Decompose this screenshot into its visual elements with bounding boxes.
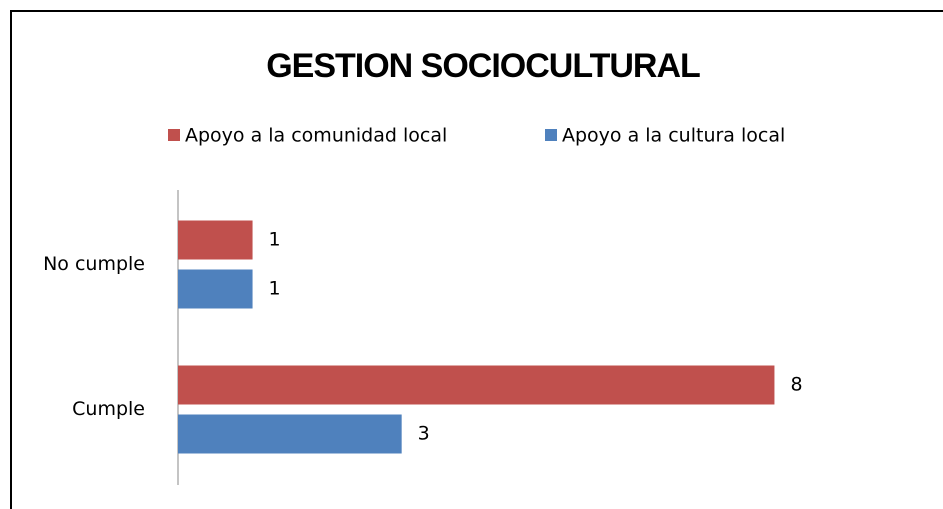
legend-label: Apoyo a la comunidad local (185, 125, 447, 147)
legend-label: Apoyo a la cultura local (562, 125, 785, 147)
data-label: 8 (790, 374, 802, 396)
data-label: 1 (269, 229, 281, 251)
legend-swatch (168, 129, 180, 141)
bar (178, 365, 775, 405)
y-tick-label: No cumple (43, 253, 145, 275)
chart-title: GESTION SOCIOCULTURAL (266, 47, 700, 85)
data-label: 1 (269, 278, 281, 300)
legend-swatch (545, 129, 557, 141)
bar (178, 269, 253, 309)
chart-frame (10, 10, 943, 509)
data-label: 3 (418, 423, 430, 445)
bar (178, 220, 253, 260)
bar (178, 414, 402, 454)
y-tick-label: Cumple (72, 398, 145, 420)
